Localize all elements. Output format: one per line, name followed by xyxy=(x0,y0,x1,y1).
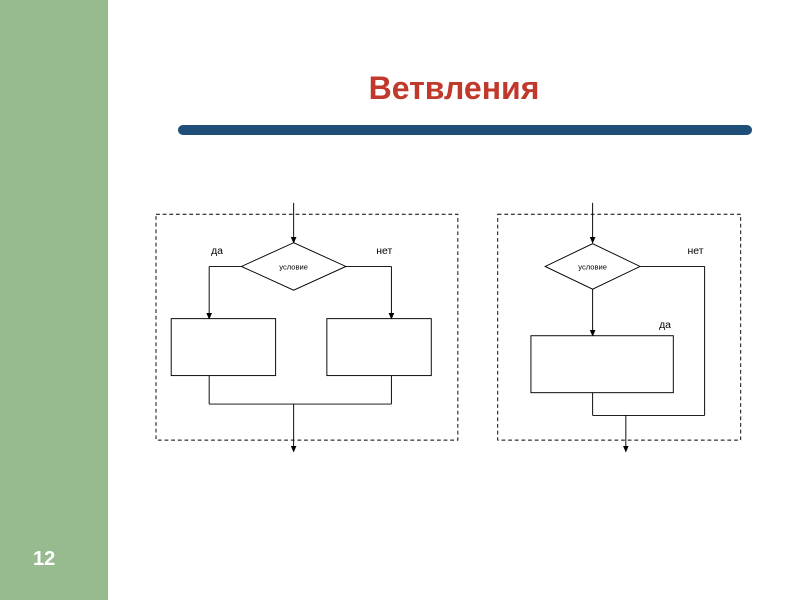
page-number: 12 xyxy=(33,548,55,571)
svg-text:да: да xyxy=(211,246,223,257)
svg-text:нет: нет xyxy=(688,246,704,257)
title-underline xyxy=(178,125,752,135)
svg-text:да: да xyxy=(659,320,671,331)
svg-text:условие: условие xyxy=(578,262,607,271)
svg-text:нет: нет xyxy=(376,246,392,257)
svg-text:условие: условие xyxy=(279,262,308,271)
page-title: Ветвления xyxy=(108,70,800,107)
sidebar-accent xyxy=(0,0,108,600)
branching-diagram: условие да нет условие нет да xyxy=(140,200,770,480)
